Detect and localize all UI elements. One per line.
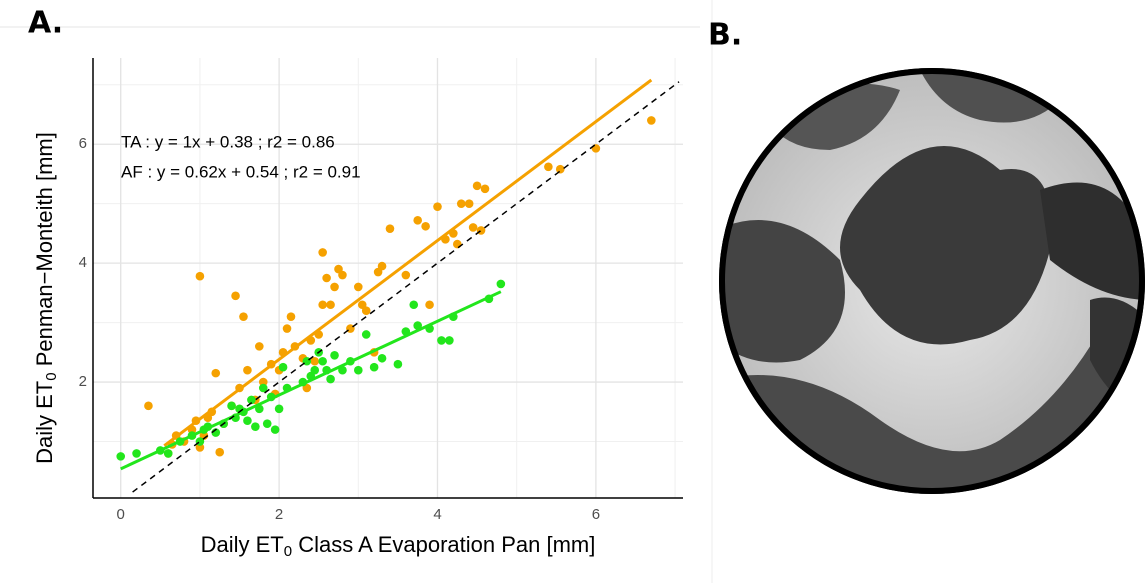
point xyxy=(195,443,205,452)
point xyxy=(433,202,442,211)
point xyxy=(555,164,565,174)
point xyxy=(472,181,482,191)
point xyxy=(468,223,478,232)
y-axis-title-subscript: 0 xyxy=(43,372,60,380)
point xyxy=(326,300,335,310)
point xyxy=(310,365,320,375)
point xyxy=(401,270,411,280)
point xyxy=(255,342,264,351)
x-axis-title-text: Class A Evaporation Pan [mm] xyxy=(292,532,595,557)
y-tick-label: 4 xyxy=(79,254,87,271)
point xyxy=(445,336,454,345)
point xyxy=(409,300,419,310)
point xyxy=(195,271,205,281)
point xyxy=(310,356,320,366)
point xyxy=(270,425,280,434)
point xyxy=(116,452,126,461)
point xyxy=(354,282,363,292)
point xyxy=(326,374,335,384)
panel-label: A. xyxy=(28,6,63,41)
x-axis-title-subscript: 0 xyxy=(284,543,292,560)
plot: 0 2 4 6 2 4 6 TA : y = 1x + 0.38 ; r2 = 0.86 AF … xyxy=(32,58,683,560)
point xyxy=(437,336,446,345)
point xyxy=(425,300,434,310)
point xyxy=(318,248,327,257)
point xyxy=(251,422,260,431)
point xyxy=(591,144,601,153)
point xyxy=(227,401,236,411)
point xyxy=(413,216,422,225)
point xyxy=(377,353,387,363)
point xyxy=(318,300,327,310)
point xyxy=(361,330,371,339)
point xyxy=(286,312,296,321)
panel-label: B. xyxy=(708,18,742,53)
point xyxy=(322,273,331,283)
point xyxy=(211,368,221,378)
y-tick-label: 6 xyxy=(79,135,87,152)
point xyxy=(480,184,490,194)
point xyxy=(413,321,422,330)
x-tick-label: 6 xyxy=(592,506,600,523)
point xyxy=(544,162,553,172)
point xyxy=(258,383,268,393)
point xyxy=(647,116,656,125)
point xyxy=(421,221,430,231)
point xyxy=(318,356,327,366)
y-tick-label: 2 xyxy=(79,373,87,390)
point xyxy=(243,416,252,426)
point xyxy=(282,324,292,333)
point xyxy=(369,362,379,372)
x-tick-label: 4 xyxy=(433,506,441,523)
point xyxy=(243,365,252,375)
point xyxy=(456,199,466,208)
point xyxy=(452,239,462,249)
point xyxy=(330,282,339,292)
point xyxy=(464,199,474,208)
point xyxy=(385,224,395,233)
point xyxy=(215,447,225,457)
point xyxy=(278,362,288,372)
point xyxy=(354,365,363,375)
fisheye-photo xyxy=(719,68,1145,494)
point xyxy=(239,312,248,321)
annotation: TA : y = 1x + 0.38 ; r2 = 0.86 xyxy=(121,132,335,151)
fit-line xyxy=(163,78,653,447)
point xyxy=(274,404,284,414)
point xyxy=(377,261,387,271)
y-axis-title-text: Penman−Monteith [mm] xyxy=(32,132,57,372)
fit-line xyxy=(120,290,502,471)
annotation: AF : y = 0.62x + 0.54 ; r2 = 0.91 xyxy=(121,162,361,181)
point xyxy=(144,401,153,411)
point xyxy=(231,291,240,301)
x-axis-title-text: Daily ET xyxy=(201,532,284,557)
x-tick-label: 2 xyxy=(275,506,283,523)
point xyxy=(330,350,339,360)
point xyxy=(361,306,371,316)
reference-line xyxy=(132,81,680,493)
point xyxy=(258,377,268,387)
point xyxy=(262,419,272,428)
x-axis-title: Daily ET0 Class A Evaporation Pan [mm] xyxy=(201,532,596,560)
y-axis-title: Daily ET0 Penman−Monteith [mm] xyxy=(32,132,60,464)
point xyxy=(163,449,173,458)
y-axis-title-text: Daily ET xyxy=(32,381,57,464)
point xyxy=(132,449,141,458)
point xyxy=(247,395,256,405)
point xyxy=(393,359,403,369)
x-tick-label: 0 xyxy=(117,506,125,523)
point xyxy=(338,270,347,280)
point xyxy=(496,279,506,289)
